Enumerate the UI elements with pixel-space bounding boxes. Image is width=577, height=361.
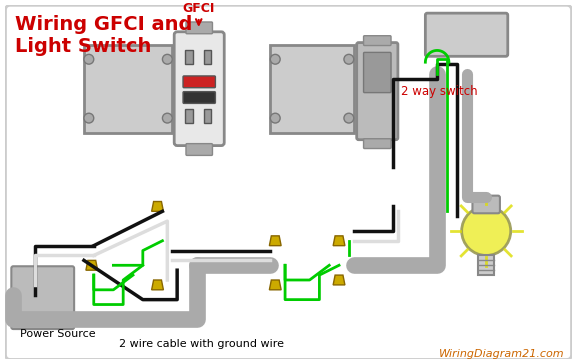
Circle shape [271,55,280,64]
Polygon shape [152,280,163,290]
Circle shape [84,55,93,64]
Circle shape [271,113,280,123]
Circle shape [344,113,354,123]
Circle shape [344,55,354,64]
FancyBboxPatch shape [183,76,215,88]
FancyBboxPatch shape [364,36,391,45]
Text: Power Source: Power Source [20,329,96,339]
Text: WiringDiagram21.com: WiringDiagram21.com [439,349,565,359]
Polygon shape [333,236,345,246]
Text: 2 way switch: 2 way switch [401,85,477,98]
FancyBboxPatch shape [364,139,391,148]
Text: 2 wire cable with ground wire: 2 wire cable with ground wire [119,339,284,349]
FancyBboxPatch shape [186,144,212,155]
FancyBboxPatch shape [473,196,500,213]
FancyBboxPatch shape [204,51,212,64]
Circle shape [163,113,173,123]
Polygon shape [333,275,345,285]
FancyBboxPatch shape [185,51,193,64]
Circle shape [163,55,173,64]
FancyBboxPatch shape [12,266,74,329]
FancyBboxPatch shape [357,43,398,140]
Polygon shape [152,201,163,211]
Polygon shape [269,236,281,246]
Circle shape [462,206,511,256]
Text: Wiring GFCI and
Light Switch: Wiring GFCI and Light Switch [15,15,193,56]
FancyBboxPatch shape [183,92,215,103]
FancyBboxPatch shape [364,52,391,93]
FancyBboxPatch shape [174,32,224,145]
FancyBboxPatch shape [186,22,212,34]
FancyBboxPatch shape [425,13,508,56]
FancyBboxPatch shape [5,5,572,360]
FancyBboxPatch shape [271,44,354,133]
Polygon shape [86,260,98,270]
FancyBboxPatch shape [204,109,212,123]
FancyBboxPatch shape [185,109,193,123]
Circle shape [84,113,93,123]
Text: GFCI: GFCI [182,2,215,15]
Polygon shape [269,280,281,290]
FancyBboxPatch shape [478,256,494,275]
FancyBboxPatch shape [84,44,173,133]
